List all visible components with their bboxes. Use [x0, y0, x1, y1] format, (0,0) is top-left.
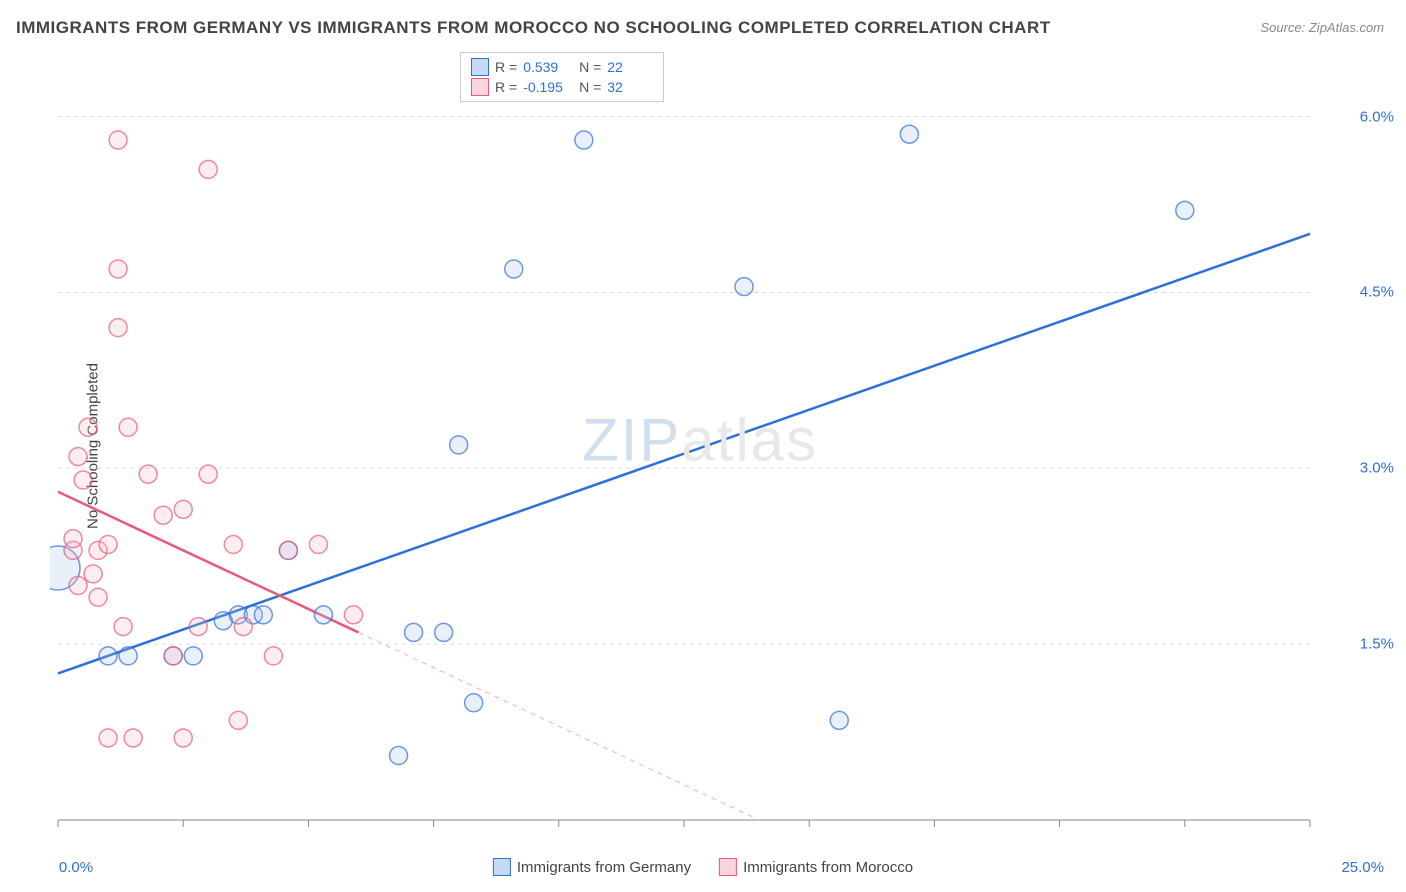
- r-label: R =: [495, 79, 517, 95]
- stats-legend: R = 0.539 N = 22 R = -0.195 N = 32: [460, 52, 664, 102]
- legend-label-germany: Immigrants from Germany: [517, 859, 691, 876]
- stats-row-morocco: R = -0.195 N = 32: [471, 77, 653, 97]
- x-tick-label: 0.0%: [59, 859, 93, 876]
- swatch-morocco: [719, 858, 737, 876]
- n-value-germany: 22: [607, 59, 653, 75]
- n-value-morocco: 32: [607, 79, 653, 95]
- swatch-morocco: [471, 78, 489, 96]
- r-label: R =: [495, 59, 517, 75]
- y-tick-label: 1.5%: [1360, 636, 1394, 653]
- y-tick-label: 6.0%: [1360, 108, 1394, 125]
- swatch-germany: [471, 58, 489, 76]
- y-tick-label: 3.0%: [1360, 460, 1394, 477]
- legend-label-morocco: Immigrants from Morocco: [743, 859, 913, 876]
- chart-area: ZIPatlas: [50, 50, 1350, 830]
- r-value-morocco: -0.195: [523, 79, 569, 95]
- y-tick-label: 4.5%: [1360, 284, 1394, 301]
- swatch-germany: [493, 858, 511, 876]
- r-value-germany: 0.539: [523, 59, 569, 75]
- series-legend: Immigrants from Germany Immigrants from …: [493, 858, 913, 876]
- chart-title: IMMIGRANTS FROM GERMANY VS IMMIGRANTS FR…: [16, 18, 1051, 38]
- source-attribution: Source: ZipAtlas.com: [1260, 20, 1384, 35]
- stats-row-germany: R = 0.539 N = 22: [471, 57, 653, 77]
- n-label: N =: [575, 59, 601, 75]
- legend-item-morocco: Immigrants from Morocco: [719, 858, 913, 876]
- legend-item-germany: Immigrants from Germany: [493, 858, 691, 876]
- scatter-chart-svg: [50, 50, 1350, 830]
- x-tick-label: 25.0%: [1341, 859, 1384, 876]
- n-label: N =: [575, 79, 601, 95]
